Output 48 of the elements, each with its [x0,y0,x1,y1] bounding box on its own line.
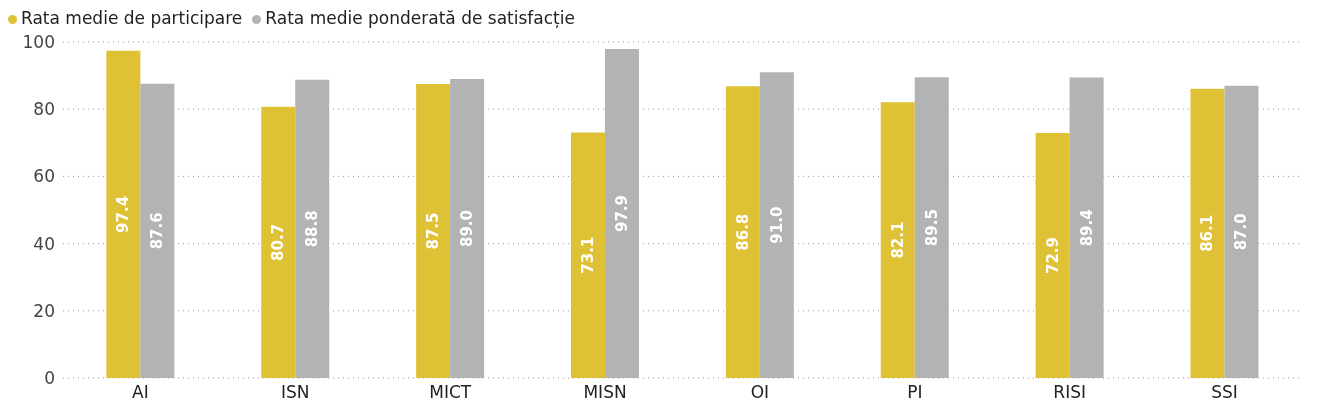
data-label: 89.4 [1077,209,1096,247]
data-label: 88.8 [303,210,322,248]
bar [604,49,639,378]
data-label: 73.1 [578,236,597,274]
data-label: 72.9 [1043,237,1062,275]
data-label: 89.0 [458,209,477,247]
y-tick-label: 40 [33,233,55,254]
data-label: 97.9 [612,195,631,233]
y-tick-label: 20 [33,300,55,321]
y-tick-label: 60 [33,166,55,187]
bar [725,86,760,378]
data-label: 87.5 [424,212,443,250]
bar [261,106,296,378]
y-tick-label: 100 [22,32,55,53]
bar [759,72,794,378]
data-label: 86.1 [1198,214,1217,252]
bar [1190,88,1225,378]
bar [570,132,605,378]
data-label: 87.0 [1232,213,1251,251]
bar [295,79,330,378]
bar [1224,85,1259,378]
bar [1069,77,1104,378]
legend-label: Rata medie ponderată de satisfacție [265,8,575,28]
x-tick-label: PI [907,382,923,403]
legend-label: Rata medie de participare [21,8,243,28]
bar [880,102,915,378]
y-tick-label: 0 [44,368,55,389]
y-tick-label: 80 [33,99,55,120]
bar [914,77,949,378]
x-tick-label: AI [132,382,149,403]
data-label: 80.7 [269,223,288,261]
data-label: 97.4 [114,195,133,233]
data-label: 89.5 [922,209,941,247]
x-tick-label: ISN [281,382,310,403]
bar [450,78,485,378]
data-label: 82.1 [888,221,907,259]
data-label: 91.0 [767,206,786,244]
x-tick-label: MISN [583,382,627,403]
x-tick-label: OI [750,382,770,403]
bar [416,84,451,378]
data-label: 87.6 [148,212,167,250]
bar [106,50,141,378]
x-tick-label: SSI [1211,382,1238,403]
data-label: 86.8 [733,213,752,251]
bar [140,83,175,378]
bar [1035,133,1070,378]
x-tick-label: MICT [429,382,472,403]
x-tick-label: RISI [1053,382,1087,403]
